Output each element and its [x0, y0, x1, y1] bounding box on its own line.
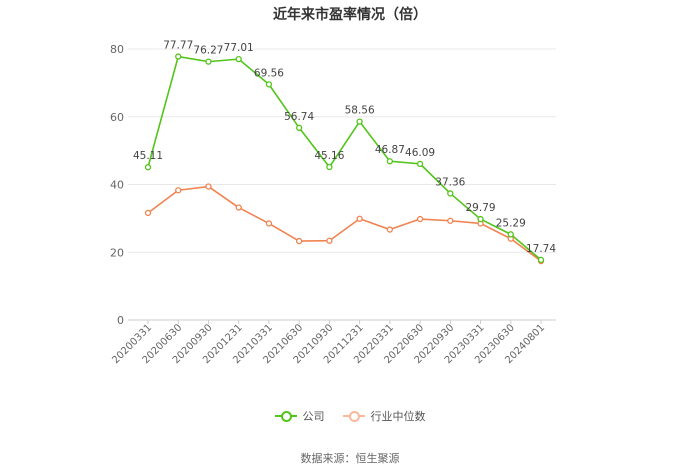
data-label-company-20220930: 37.36: [435, 176, 465, 188]
point-industry-median-20210331: [265, 220, 273, 227]
data-label-company-20200331: 45.11: [133, 150, 163, 162]
point-company-20220331: [386, 158, 393, 165]
point-company-20240801: [537, 256, 545, 264]
y-tick-label-0: 0: [117, 314, 124, 327]
legend-item-industry-median[interactable]: 行业中位数: [342, 408, 426, 424]
point-industry-median-20211231: [356, 215, 363, 222]
point-industry-median-20201231: [235, 204, 242, 211]
data-label-company-20210331: 69.56: [254, 67, 284, 79]
data-label-company-20211231: 58.56: [345, 105, 375, 117]
data-label-company-20230331: 29.79: [466, 202, 496, 214]
point-company-20220630: [416, 160, 424, 168]
point-industry-median-20220930: [447, 217, 454, 224]
point-company-20230331: [477, 215, 484, 223]
point-company-20210630: [296, 124, 303, 131]
y-tick-label-20: 20: [110, 246, 124, 259]
data-label-company-20230630: 25.29: [496, 217, 526, 229]
point-company-20230630: [507, 231, 514, 238]
point-company-20200331: [144, 164, 152, 171]
chart-title: 近年来市盈率情况（倍）: [273, 7, 427, 23]
point-industry-median-20200331: [144, 209, 152, 217]
data-label-company-20220630: 46.09: [405, 147, 435, 159]
point-industry-median-20210930: [326, 237, 333, 244]
data-label-company-20201231: 77.01: [224, 42, 254, 54]
y-tick-label-80: 80: [110, 43, 124, 56]
point-company-20200630: [175, 53, 182, 60]
legend-swatch-company: [274, 411, 297, 422]
legend-swatch-industry-median: [342, 411, 365, 422]
y-tick-label-60: 60: [110, 111, 124, 124]
point-company-20210930: [326, 163, 333, 171]
data-label-company-20240801: 17.74: [526, 243, 556, 255]
data-label-company-20200930: 76.27: [193, 45, 223, 57]
point-industry-median-20220630: [416, 215, 424, 223]
data-label-company-20200630: 77.77: [163, 40, 193, 52]
point-company-20211231: [356, 118, 363, 125]
point-company-20201231: [235, 55, 242, 63]
point-company-20200930: [205, 58, 212, 65]
legend-label-industry-median: 行业中位数: [370, 410, 426, 423]
point-industry-median-20220331: [386, 226, 393, 233]
series-line-company: [147, 55, 542, 261]
point-company-20210331: [265, 81, 273, 88]
series-line-industry-median: [147, 185, 542, 262]
data-label-company-20210630: 56.74: [284, 111, 314, 123]
data-label-company-20220331: 46.87: [375, 144, 405, 156]
legend-label-company: 公司: [302, 410, 325, 423]
legend-item-company[interactable]: 公司: [274, 408, 325, 424]
data-source: 数据来源：恒生聚源: [300, 452, 400, 465]
data-label-company-20210930: 45.16: [314, 150, 344, 162]
y-tick-label-40: 40: [110, 179, 124, 192]
point-industry-median-20210630: [296, 237, 303, 245]
point-industry-median-20200630: [175, 187, 182, 194]
chart-legend: 公司 行业中位数: [0, 408, 700, 424]
point-industry-median-20200930: [205, 183, 212, 190]
point-company-20220930: [447, 190, 454, 197]
